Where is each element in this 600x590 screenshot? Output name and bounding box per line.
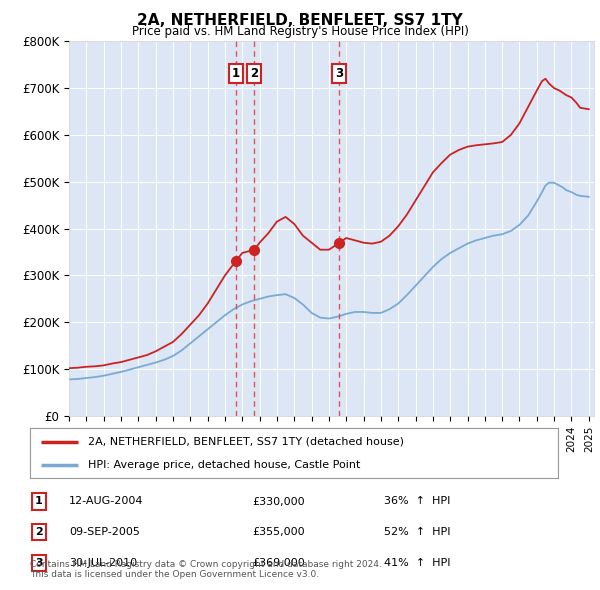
- Text: £355,000: £355,000: [252, 527, 305, 537]
- Text: 3: 3: [35, 558, 43, 568]
- Text: 09-SEP-2005: 09-SEP-2005: [69, 527, 140, 537]
- Text: 12-AUG-2004: 12-AUG-2004: [69, 497, 143, 506]
- Text: 3: 3: [335, 67, 343, 80]
- Text: 41%  ↑  HPI: 41% ↑ HPI: [384, 558, 451, 568]
- Text: £330,000: £330,000: [252, 497, 305, 506]
- Text: Price paid vs. HM Land Registry's House Price Index (HPI): Price paid vs. HM Land Registry's House …: [131, 25, 469, 38]
- Text: 52%  ↑  HPI: 52% ↑ HPI: [384, 527, 451, 537]
- Text: 2A, NETHERFIELD, BENFLEET, SS7 1TY (detached house): 2A, NETHERFIELD, BENFLEET, SS7 1TY (deta…: [88, 437, 404, 447]
- Text: 2: 2: [250, 67, 259, 80]
- Text: 30-JUL-2010: 30-JUL-2010: [69, 558, 137, 568]
- Text: 1: 1: [35, 497, 43, 506]
- Text: £369,000: £369,000: [252, 558, 305, 568]
- Text: Contains HM Land Registry data © Crown copyright and database right 2024.
This d: Contains HM Land Registry data © Crown c…: [30, 560, 382, 579]
- Text: 1: 1: [232, 67, 239, 80]
- Text: 2: 2: [35, 527, 43, 537]
- Text: 2A, NETHERFIELD, BENFLEET, SS7 1TY: 2A, NETHERFIELD, BENFLEET, SS7 1TY: [137, 13, 463, 28]
- Text: HPI: Average price, detached house, Castle Point: HPI: Average price, detached house, Cast…: [88, 460, 361, 470]
- Text: 36%  ↑  HPI: 36% ↑ HPI: [384, 497, 451, 506]
